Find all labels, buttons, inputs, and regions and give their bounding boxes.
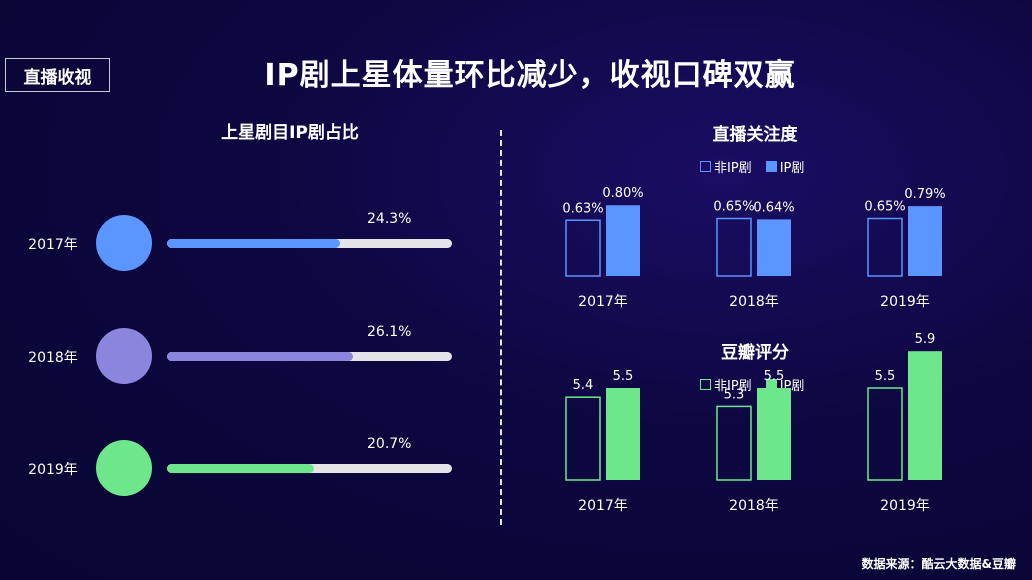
legend-label: 非IP剧: [714, 379, 752, 394]
live-attention-bar-ip: [757, 219, 791, 276]
ip-share-value-label: 26.1%: [367, 324, 412, 340]
ip-share-value-label: 24.3%: [367, 211, 412, 227]
live-attention-value-label: 0.64%: [753, 200, 794, 215]
douban-score-value-label: 5.9: [915, 332, 936, 347]
legend-swatch-outline: [700, 161, 711, 172]
legend-swatch-outline: [700, 379, 711, 390]
ip-share-circle-marker: [96, 215, 152, 271]
ip-share-bar-track: [167, 464, 452, 473]
legend-label: 非IP剧: [714, 161, 752, 176]
section-tag: 直播收视: [5, 58, 110, 92]
ip-share-year-label: 2018年: [28, 350, 78, 366]
live-attention-bar-non-ip: [565, 219, 601, 277]
data-source: 数据来源：酷云大数据&豆瓣: [861, 557, 1016, 571]
legend-item-ip: IP剧: [765, 375, 805, 394]
legend-item-non-ip: 非IP剧: [700, 157, 752, 176]
live-attention-bar-ip: [908, 206, 942, 276]
douban-score-bar-non-ip: [867, 387, 903, 481]
douban-score-value-label: 5.5: [875, 369, 896, 384]
ip-share-circle-marker: [96, 440, 152, 496]
live-attention-bar-non-ip: [867, 217, 903, 277]
ip-share-year-label: 2017年: [28, 237, 78, 253]
douban-score-legend: 非IP剧 IP剧: [700, 375, 812, 394]
douban-score-year-tick: 2019年: [880, 498, 930, 514]
douban-score-bar-non-ip: [565, 396, 601, 481]
legend-item-non-ip: 非IP剧: [700, 375, 752, 394]
live-attention-chart-title: 直播关注度: [712, 125, 798, 145]
live-attention-bar-ip: [606, 205, 640, 276]
douban-score-value-label: 5.4: [573, 378, 594, 393]
ip-share-chart-title: 上星剧目IP剧占比: [221, 123, 359, 143]
live-attention-value-label: 0.65%: [713, 200, 754, 215]
douban-score-year-tick: 2017年: [578, 498, 628, 514]
legend-label: IP剧: [779, 161, 805, 176]
live-attention-year-tick: 2018年: [729, 294, 779, 310]
ip-share-bar: [167, 464, 315, 473]
douban-score-bar-ip: [606, 388, 640, 480]
live-attention-value-label: 0.63%: [562, 201, 603, 216]
page-title: IP剧上星体量环比减少，收视口碑双赢: [264, 58, 796, 93]
ip-share-bar-track: [167, 239, 452, 248]
douban-score-bar-ip: [908, 351, 942, 480]
douban-score-chart-title: 豆瓣评分: [721, 343, 789, 363]
live-attention-year-tick: 2017年: [578, 294, 628, 310]
live-attention-value-label: 0.79%: [904, 187, 945, 202]
douban-score-bar-non-ip: [716, 405, 752, 481]
legend-swatch-filled: [765, 379, 777, 390]
douban-score-year-tick: 2018年: [729, 498, 779, 514]
live-attention-value-label: 0.80%: [602, 186, 643, 201]
section-divider: [500, 130, 502, 525]
live-attention-year-tick: 2019年: [880, 294, 930, 310]
ip-share-circle-marker: [96, 328, 152, 384]
legend-swatch-filled: [765, 161, 777, 172]
ip-share-bar-track: [167, 352, 452, 361]
ip-share-bar: [167, 239, 341, 248]
legend-label: IP剧: [779, 379, 805, 394]
ip-share-year-label: 2019年: [28, 462, 78, 478]
live-attention-bar-non-ip: [716, 217, 752, 277]
douban-score-value-label: 5.5: [613, 369, 634, 384]
ip-share-bar: [167, 352, 353, 361]
ip-share-value-label: 20.7%: [367, 436, 412, 452]
live-attention-legend: 非IP剧 IP剧: [700, 157, 812, 176]
legend-item-ip: IP剧: [765, 157, 805, 176]
douban-score-bar-ip: [757, 388, 791, 480]
live-attention-value-label: 0.65%: [864, 200, 905, 215]
